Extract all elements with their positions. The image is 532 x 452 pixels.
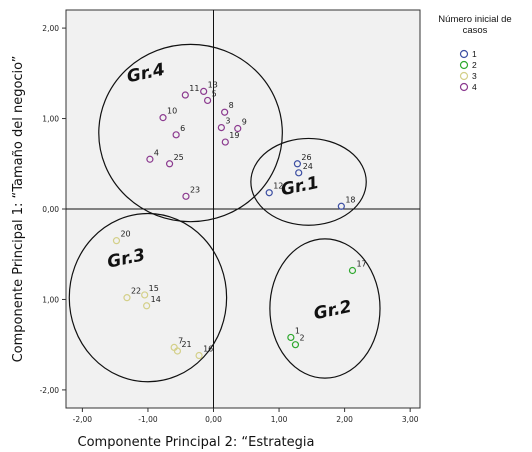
legend-title: casos [463, 25, 488, 36]
y-tick-label: 1,00 [42, 295, 59, 304]
data-point-label: 26 [301, 153, 311, 162]
data-point-label: 22 [131, 287, 141, 296]
data-point [295, 169, 303, 177]
data-point-label: 24 [303, 162, 313, 171]
data-point-label: 21 [181, 340, 191, 349]
data-point-label: 11 [189, 84, 199, 93]
legend-label: 1 [472, 49, 477, 59]
data-point-label: 17 [356, 260, 366, 269]
data-point [200, 87, 208, 96]
group-ellipse [98, 43, 283, 223]
data-point [337, 202, 345, 210]
data-point [141, 291, 149, 299]
data-point-label: 16 [203, 345, 213, 354]
x-tick-label: 1,00 [271, 415, 288, 424]
data-point [143, 302, 151, 310]
data-point-label: 25 [174, 153, 184, 162]
y-tick-label: -2,00 [40, 386, 60, 395]
data-point-label: 20 [120, 230, 130, 239]
data-point [182, 192, 190, 200]
data-point-label: 10 [167, 107, 177, 116]
data-point [112, 237, 121, 245]
data-point [287, 333, 295, 342]
data-point [221, 138, 229, 146]
data-point-label: 13 [208, 80, 218, 89]
group-ellipse [269, 238, 381, 379]
x-axis-title: Componente Principal 2: “Estrategia [78, 435, 315, 450]
y-tick-label: 1,00 [42, 115, 59, 124]
legend-label: 3 [472, 71, 477, 81]
data-point [173, 347, 182, 355]
data-point-label: 6 [180, 124, 185, 133]
x-tick-label: -2,00 [73, 415, 93, 424]
data-point-label: 19 [229, 131, 239, 140]
legend-marker [459, 71, 469, 81]
legend-marker [459, 82, 469, 92]
data-point-label: 23 [190, 185, 200, 194]
group-ellipse [250, 137, 367, 226]
x-tick-label: 2,00 [336, 415, 353, 424]
y-axis-title: Componente Principal 1: “Tamaño del nego… [11, 56, 26, 363]
group-ellipse [68, 212, 228, 383]
x-tick-label: -1,00 [138, 415, 158, 424]
data-point [123, 294, 131, 302]
data-point-label: 14 [151, 295, 161, 304]
x-tick-label: 3,00 [402, 415, 419, 424]
data-point-label: 9 [242, 117, 247, 126]
data-point [146, 155, 154, 163]
data-point-label: 5 [212, 89, 217, 98]
data-point-label: 7 [178, 336, 183, 345]
data-point-label: 8 [229, 101, 234, 110]
data-point [181, 91, 189, 99]
y-tick-label: 0,00 [42, 205, 59, 214]
data-point-label: 15 [149, 284, 159, 293]
legend-marker [459, 49, 469, 59]
data-point [159, 114, 167, 122]
data-point-label: 2 [299, 334, 304, 343]
data-point-label: 3 [225, 117, 230, 126]
legend-label: 2 [472, 60, 477, 70]
data-point [165, 160, 174, 168]
data-point [293, 160, 302, 168]
x-tick-label: 0,00 [205, 415, 222, 424]
data-point [265, 189, 273, 197]
data-point [217, 123, 225, 132]
data-point [234, 124, 242, 133]
data-point-label: 18 [345, 195, 355, 204]
legend-title: Número inicial de [438, 14, 511, 25]
data-point [195, 351, 203, 360]
data-point-label: 1 [295, 326, 300, 335]
data-point [221, 108, 229, 116]
data-point [172, 131, 180, 139]
legend-marker [459, 60, 469, 70]
y-tick-label: 2,00 [42, 24, 59, 33]
data-point [291, 341, 300, 349]
data-point [348, 266, 357, 275]
data-point-label: 4 [154, 148, 159, 157]
legend-label: 4 [472, 82, 477, 92]
data-point [204, 96, 212, 105]
data-point-label: 12 [273, 182, 283, 191]
